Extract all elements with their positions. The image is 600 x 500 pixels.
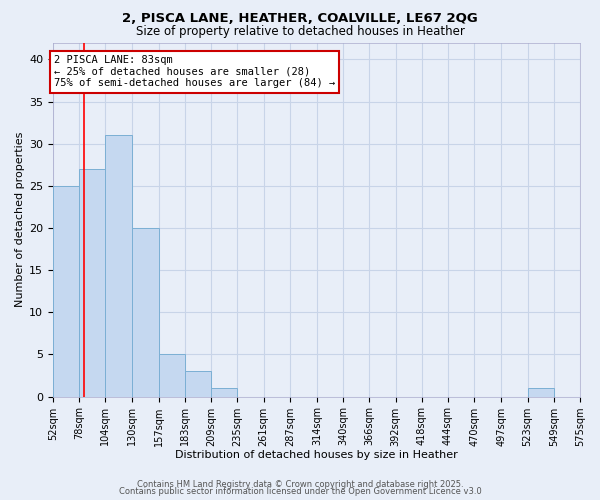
X-axis label: Distribution of detached houses by size in Heather: Distribution of detached houses by size …	[175, 450, 458, 460]
Bar	[106, 135, 131, 396]
Bar	[79, 169, 106, 396]
Text: Contains public sector information licensed under the Open Government Licence v3: Contains public sector information licen…	[119, 487, 481, 496]
Bar	[211, 388, 238, 396]
Text: 2 PISCA LANE: 83sqm
← 25% of detached houses are smaller (28)
75% of semi-detach: 2 PISCA LANE: 83sqm ← 25% of detached ho…	[54, 55, 335, 88]
Bar	[159, 354, 185, 397]
Bar	[185, 372, 211, 396]
Text: Contains HM Land Registry data © Crown copyright and database right 2025.: Contains HM Land Registry data © Crown c…	[137, 480, 463, 489]
Y-axis label: Number of detached properties: Number of detached properties	[15, 132, 25, 307]
Text: Size of property relative to detached houses in Heather: Size of property relative to detached ho…	[136, 25, 464, 38]
Bar	[53, 186, 79, 396]
Bar	[527, 388, 554, 396]
Bar	[131, 228, 159, 396]
Text: 2, PISCA LANE, HEATHER, COALVILLE, LE67 2QG: 2, PISCA LANE, HEATHER, COALVILLE, LE67 …	[122, 12, 478, 26]
